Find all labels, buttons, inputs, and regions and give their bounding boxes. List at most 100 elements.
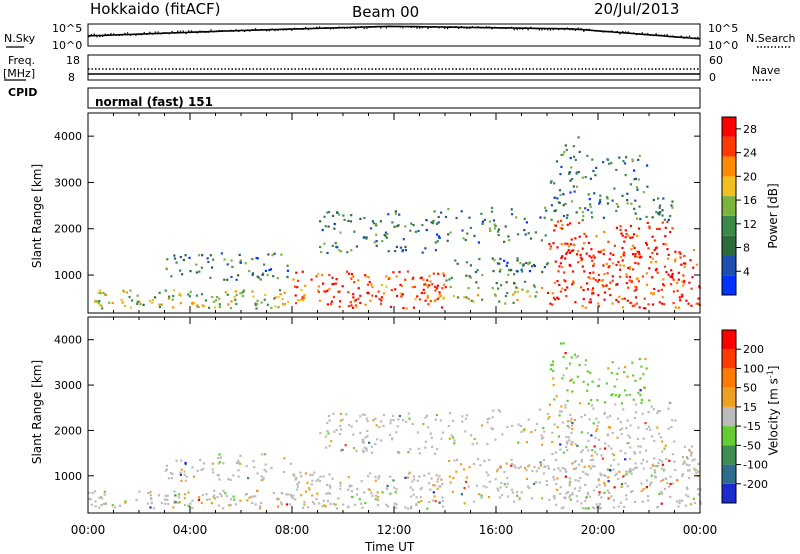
scatter-cell: [549, 181, 552, 184]
scatter-cell: [564, 475, 567, 478]
scatter-cell: [516, 286, 519, 290]
scatter-cell: [371, 294, 374, 297]
nsearch-point: [305, 27, 307, 29]
scatter-cell: [555, 395, 558, 398]
cpid-panel: [87, 87, 701, 109]
scatter-cell: [247, 477, 250, 480]
nsearch-point: [466, 27, 468, 29]
scatter-cell: [622, 264, 625, 267]
scatter-cell: [663, 487, 666, 491]
scatter-cell: [486, 421, 489, 424]
scatter-cell: [375, 494, 378, 497]
scatter-cell: [456, 296, 460, 299]
scatter-cell: [100, 504, 103, 507]
scatter-cell: [582, 289, 585, 292]
scatter-cell: [217, 504, 220, 507]
scatter-cell: [511, 213, 514, 216]
scatter-cell: [464, 417, 467, 420]
scatter-cell: [562, 451, 565, 454]
scatter-cell: [685, 299, 688, 302]
scatter-cell: [357, 297, 360, 300]
nsky-tick-top: 10^5: [52, 22, 83, 35]
scatter-cell: [478, 258, 481, 261]
scatter-cell: [504, 302, 507, 305]
scatter-cell: [510, 458, 513, 461]
scatter-cell: [433, 495, 436, 498]
scatter-cell: [623, 474, 626, 477]
scatter-cell: [570, 443, 573, 446]
scatter-cell: [211, 462, 214, 465]
scatter-cell: [158, 291, 161, 294]
scatter-cell: [328, 288, 331, 291]
scatter-cell: [394, 506, 397, 509]
nsearch-point: [675, 36, 677, 38]
scatter-cell: [615, 263, 618, 266]
scatter-cell: [602, 264, 605, 267]
scatter-cell: [611, 275, 614, 278]
scatter-cell: [573, 155, 576, 158]
scatter-cell: [380, 296, 384, 299]
scatter-cell: [656, 426, 659, 429]
scatter-cell: [599, 251, 602, 254]
scatter-cell: [690, 445, 694, 448]
scatter-cell: [563, 467, 567, 470]
scatter-cell: [499, 465, 502, 468]
scatter-cell: [549, 247, 552, 250]
scatter-cell: [697, 493, 700, 496]
freq-unit: [MHz]: [3, 67, 36, 80]
scatter-cell: [419, 488, 422, 491]
scatter-cell: [581, 247, 584, 250]
scatter-cell: [573, 190, 576, 193]
scatter-cell: [634, 261, 637, 265]
scatter-cell: [550, 180, 553, 183]
scatter-cell: [645, 486, 648, 489]
scatter-cell: [695, 263, 698, 266]
scatter-cell: [541, 270, 544, 274]
scatter-cell: [248, 270, 251, 273]
scatter-cell: [552, 377, 555, 380]
colorbar-segment: [722, 349, 736, 369]
scatter-cell: [292, 494, 295, 497]
scatter-cell: [368, 441, 371, 444]
nsearch-tick-bottom: 10^0: [708, 39, 739, 52]
scatter-cell: [634, 462, 637, 465]
scatter-cell: [394, 502, 397, 506]
scatter-cell: [674, 260, 677, 263]
scatter-cell: [377, 290, 380, 293]
scatter-cell: [568, 484, 571, 487]
scatter-cell: [294, 478, 297, 481]
nsearch-point: [441, 26, 443, 28]
scatter-cell: [327, 492, 330, 495]
scatter-cell: [583, 242, 586, 245]
scatter-cell: [471, 443, 474, 446]
scatter-cell: [631, 490, 634, 493]
scatter-cell: [570, 238, 573, 241]
scatter-cell: [217, 474, 221, 477]
scatter-cell: [493, 259, 496, 262]
scatter-cell: [362, 441, 365, 444]
scatter-cell: [575, 495, 578, 498]
scatter-cell: [208, 498, 211, 501]
scatter-cell: [446, 239, 449, 242]
scatter-cell: [603, 401, 607, 404]
nsearch-point: [449, 26, 451, 28]
scatter-cell: [557, 297, 560, 300]
scatter-cell: [637, 280, 640, 283]
scatter-cell: [481, 298, 484, 301]
scatter-cell: [456, 458, 459, 461]
scatter-cell: [642, 191, 645, 194]
scatter-cell: [658, 301, 661, 304]
scatter-cell: [98, 496, 101, 499]
scatter-cell: [571, 428, 574, 431]
scatter-cell: [636, 250, 639, 253]
scatter-cell: [345, 413, 348, 416]
scatter-cell: [235, 462, 239, 465]
scatter-cell: [272, 275, 275, 278]
scatter-cell: [428, 482, 431, 485]
scatter-cell: [670, 269, 673, 272]
scatter-cell: [553, 468, 556, 471]
scatter-cell: [520, 430, 523, 433]
scatter-cell: [400, 284, 404, 288]
scatter-cell: [661, 209, 664, 212]
scatter-cell: [683, 279, 686, 282]
